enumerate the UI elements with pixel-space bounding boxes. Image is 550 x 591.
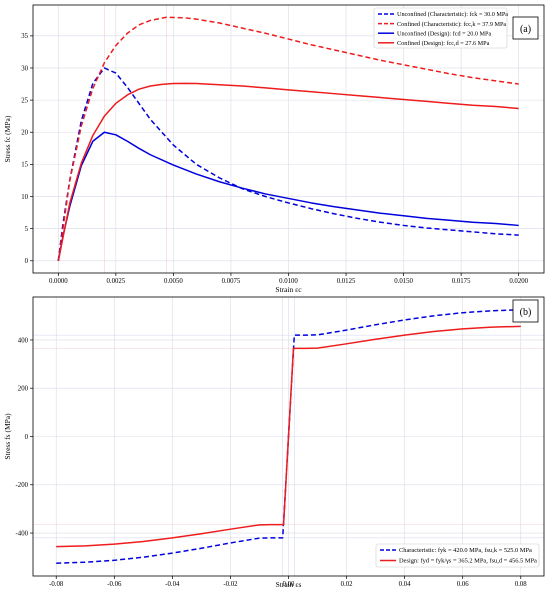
x-tick-label: 0.04	[399, 581, 411, 588]
y-tick-label: 0	[25, 258, 29, 265]
panel-label-box	[512, 16, 539, 40]
legend-box	[375, 543, 540, 568]
y-tick-label: -400	[16, 530, 29, 537]
x-tick-label: 0.08	[515, 581, 527, 588]
legend-entry-label: Confined (Design): fcc,d = 27.6 MPa	[397, 40, 490, 47]
y-tick-label: -200	[16, 482, 29, 489]
panel-a: 0.0000 0.0025 0.0050 0.0075 0.0100 0.0125 0.01…	[3, 4, 545, 294]
y-tick-label: 35	[21, 33, 28, 40]
panel-label-box	[512, 299, 539, 323]
x-axis-label: Strain εs	[276, 580, 302, 589]
panel-label: (b)	[520, 307, 532, 318]
legend-entry-label: Characteristic: fyk = 420.0 MPa, fsu,k =…	[399, 547, 532, 554]
y-axis-label: Stress fs (MPa)	[3, 413, 12, 460]
y-tick-label: 25	[21, 97, 28, 104]
y-tick-label: 20	[21, 130, 28, 137]
x-tick-label: -0.02	[223, 581, 238, 588]
x-tick-label: 0.0050	[164, 278, 183, 285]
series-line	[57, 131, 519, 261]
legend-entry-label: Confined (Characteristic): fcc,k = 37.9 …	[397, 21, 506, 28]
x-tick-label: 0.0125	[337, 278, 356, 285]
x-tick-label: 0.0025	[107, 278, 126, 285]
y-axis-label: Stress fc (MPa)	[3, 115, 12, 162]
x-tick-label: 0.0200	[509, 278, 528, 285]
series-line	[57, 67, 519, 261]
legend-entry-label: Unconfined (Characteristic): fck = 30.0 …	[397, 11, 508, 18]
series-line	[56, 325, 521, 548]
y-tick-label: 15	[21, 162, 28, 169]
x-tick-label: 0.00	[283, 581, 295, 588]
series-line	[57, 16, 519, 261]
x-tick-label: 0.0075	[222, 278, 241, 285]
x-tick-label: 0.0150	[394, 278, 413, 285]
y-tick-label: 200	[18, 386, 29, 393]
x-tick-label: 0.06	[457, 581, 469, 588]
legend-entry-label: Unconfined (Design): fcd = 20.0 MPa	[397, 30, 491, 37]
legend-box	[373, 7, 508, 49]
y-tick-label: 0	[25, 434, 29, 441]
x-tick-label: 0.0100	[279, 278, 298, 285]
series-line	[57, 82, 519, 261]
x-tick-label: -0.04	[165, 581, 180, 588]
x-tick-label: 0.0000	[49, 278, 68, 285]
x-axis-label: Strain εc	[275, 285, 302, 294]
x-tick-label: -0.08	[49, 581, 64, 588]
y-tick-label: 10	[21, 194, 28, 201]
x-tick-label: 0.02	[341, 581, 353, 588]
legend-entry-label: Design: fyd = fyk/γs = 365.2 MPa, fsu,d …	[399, 558, 537, 565]
y-tick-label: 5	[25, 226, 29, 233]
panel-label: (a)	[520, 24, 531, 35]
panel-b: -0.08 -0.06 -0.04 -0.02 0.00 0.02 0.04 0.06 0.08…	[3, 296, 545, 589]
y-tick-label: 400	[18, 337, 29, 344]
y-tick-label: 30	[21, 65, 28, 72]
x-tick-label: -0.06	[107, 581, 122, 588]
x-tick-label: 0.0175	[452, 278, 471, 285]
